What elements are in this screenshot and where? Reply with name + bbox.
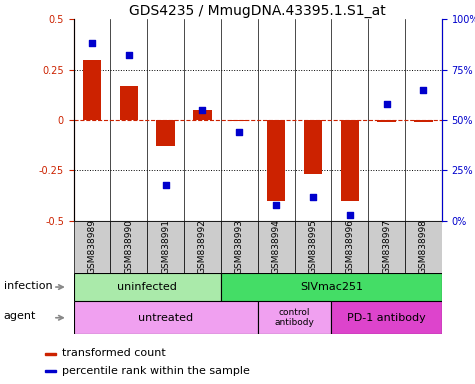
Text: GSM838994: GSM838994 <box>272 219 281 274</box>
Text: PD-1 antibody: PD-1 antibody <box>347 313 426 323</box>
Bar <box>45 353 56 355</box>
Bar <box>341 120 359 200</box>
Text: GSM838992: GSM838992 <box>198 219 207 274</box>
Text: GSM838990: GSM838990 <box>124 219 133 274</box>
Bar <box>377 120 396 122</box>
FancyBboxPatch shape <box>74 273 221 301</box>
Text: GSM838997: GSM838997 <box>382 219 391 274</box>
FancyBboxPatch shape <box>110 221 147 273</box>
FancyBboxPatch shape <box>257 221 294 273</box>
Text: GSM838995: GSM838995 <box>308 219 317 274</box>
FancyBboxPatch shape <box>331 301 442 334</box>
FancyBboxPatch shape <box>331 221 368 273</box>
Point <box>346 212 353 218</box>
Bar <box>156 120 175 146</box>
Text: infection: infection <box>4 281 52 291</box>
Bar <box>45 371 56 372</box>
Bar <box>83 60 101 120</box>
Bar <box>267 120 285 200</box>
FancyBboxPatch shape <box>74 221 110 273</box>
FancyBboxPatch shape <box>405 221 442 273</box>
FancyBboxPatch shape <box>74 301 257 334</box>
FancyBboxPatch shape <box>221 273 442 301</box>
Text: untreated: untreated <box>138 313 193 323</box>
FancyBboxPatch shape <box>294 221 331 273</box>
Bar <box>304 120 322 174</box>
Text: uninfected: uninfected <box>117 282 177 292</box>
Title: GDS4235 / MmugDNA.43395.1.S1_at: GDS4235 / MmugDNA.43395.1.S1_at <box>129 4 386 18</box>
Point <box>272 202 280 208</box>
Point <box>236 129 243 135</box>
Text: GSM838998: GSM838998 <box>419 219 428 274</box>
Text: SIVmac251: SIVmac251 <box>300 282 363 292</box>
Text: agent: agent <box>4 311 36 321</box>
Text: control
antibody: control antibody <box>275 308 314 328</box>
Bar <box>120 86 138 120</box>
Text: GSM838989: GSM838989 <box>87 219 96 274</box>
Point <box>125 53 133 59</box>
Point <box>199 107 206 113</box>
FancyBboxPatch shape <box>147 221 184 273</box>
Text: GSM838996: GSM838996 <box>345 219 354 274</box>
Text: transformed count: transformed count <box>62 348 166 358</box>
Point <box>88 40 96 46</box>
Bar <box>414 120 433 122</box>
Point <box>383 101 390 107</box>
FancyBboxPatch shape <box>368 221 405 273</box>
Point <box>309 194 317 200</box>
Point <box>419 87 427 93</box>
FancyBboxPatch shape <box>257 301 331 334</box>
Point <box>162 182 170 188</box>
FancyBboxPatch shape <box>221 221 257 273</box>
Bar <box>193 110 212 120</box>
Text: GSM838993: GSM838993 <box>235 219 244 274</box>
Text: percentile rank within the sample: percentile rank within the sample <box>62 366 250 376</box>
Text: GSM838991: GSM838991 <box>161 219 170 274</box>
FancyBboxPatch shape <box>184 221 221 273</box>
Bar <box>230 120 248 121</box>
